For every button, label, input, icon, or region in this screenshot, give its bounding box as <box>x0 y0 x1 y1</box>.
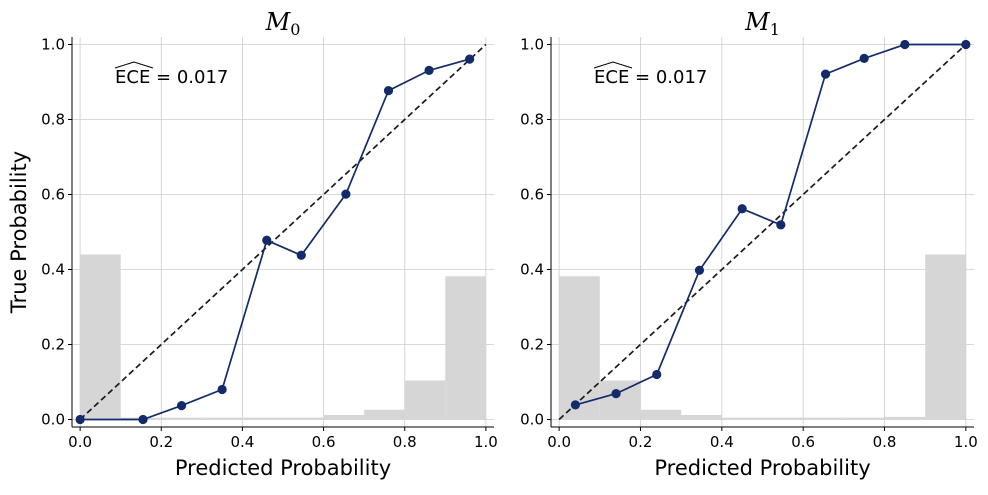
calibration-curve <box>80 58 470 421</box>
histogram-bar <box>843 417 885 420</box>
calibration-point <box>611 389 621 399</box>
ece-hat-accent <box>114 61 154 69</box>
y-tick-label: 0.4 <box>520 261 544 279</box>
x-tick-label: 0.0 <box>68 433 92 451</box>
calibration-point <box>176 401 187 411</box>
x-tick-label: 0.2 <box>629 433 653 451</box>
histogram-bar <box>201 417 243 420</box>
calibration-point <box>652 369 662 380</box>
x-tick-label: 0.6 <box>312 433 336 451</box>
calibration-point <box>341 189 351 199</box>
y-tick-label: 0.4 <box>41 261 65 279</box>
histogram-bar <box>640 409 682 420</box>
x-tick-label: 0.4 <box>230 433 254 451</box>
calibration-point <box>820 69 831 79</box>
x-tick-label: 1.0 <box>474 433 498 451</box>
x-tick-label: 0.4 <box>710 433 734 451</box>
y-tick-label: 0.0 <box>520 411 544 429</box>
calibration-curve <box>575 43 966 406</box>
panel-title: M0 <box>265 8 301 39</box>
histogram-bar <box>721 417 763 420</box>
x-axis-label: Predicted Probability <box>654 456 870 480</box>
calibration-point <box>383 86 394 96</box>
histogram-bar <box>884 416 926 420</box>
histogram-bar <box>599 380 641 420</box>
x-tick-label: 0.0 <box>547 433 571 451</box>
histogram-bar <box>80 254 121 420</box>
histogram-bar <box>283 417 324 420</box>
ece-annotation: ECE = 0.017 <box>115 67 228 88</box>
histogram-bar <box>681 415 722 420</box>
y-tick-label: 0.0 <box>41 411 65 429</box>
calibration-panel-m0: 0.0 0.2 0.4 0.6 0.8 1.0 0.0 0.2 0.4 0.6 0.8 1.0 Pred… <box>41 8 498 480</box>
calibration-point <box>694 265 705 275</box>
perfect-calibration-line <box>79 43 487 421</box>
y-tick-label: 0.2 <box>520 336 544 354</box>
panel-title: M1 <box>744 8 780 39</box>
x-tick-label: 0.8 <box>873 433 897 451</box>
panel-title-main: M <box>744 8 771 36</box>
y-tick-label: 1.0 <box>41 36 65 54</box>
calibration-point <box>75 414 85 425</box>
ece-label: ECE <box>594 67 629 88</box>
perfect-calibration-line <box>558 43 967 421</box>
calibration-point <box>961 39 971 50</box>
histogram-bar <box>925 254 966 420</box>
figure-y-axis-label: True Probability <box>7 151 31 314</box>
panel-title-subscript: 1 <box>770 20 780 39</box>
x-axis-label: Predicted Probability <box>175 456 391 480</box>
ece-value: = 0.017 <box>150 67 228 88</box>
calibration-panel-m1: 0.0 0.2 0.4 0.6 0.8 1.0 0.0 0.2 0.4 0.6 0.8 1.0 Pred… <box>520 8 978 480</box>
x-tick-label: 0.6 <box>791 433 815 451</box>
calibration-point <box>296 250 306 260</box>
calibration-point <box>424 65 434 75</box>
histogram-bar <box>161 417 202 420</box>
histogram-bar <box>404 380 446 420</box>
panel-title-main: M <box>265 8 292 36</box>
histogram-bar <box>323 415 365 420</box>
calibration-point <box>900 39 910 50</box>
histogram-bar <box>762 417 804 420</box>
histogram-bar <box>445 276 486 420</box>
y-tick-label: 0.8 <box>520 111 544 129</box>
y-tick-label: 0.8 <box>41 111 65 129</box>
calibration-point <box>262 235 272 245</box>
calibration-point <box>859 53 869 63</box>
calibration-point <box>570 400 581 410</box>
y-tick-label: 0.6 <box>41 186 65 204</box>
y-tick-label: 0.6 <box>520 186 544 204</box>
calibration-point <box>776 220 786 230</box>
x-tick-label: 0.8 <box>393 433 417 451</box>
y-tick-label: 1.0 <box>520 36 544 54</box>
y-tick-label: 0.2 <box>41 336 65 354</box>
x-tick-label: 0.2 <box>149 433 173 451</box>
histogram-bar <box>364 409 405 420</box>
calibration-point <box>138 414 148 425</box>
ece-value: = 0.017 <box>629 67 707 88</box>
calibration-point <box>737 204 747 214</box>
histogram-bar <box>559 276 600 420</box>
panel-title-subscript: 0 <box>290 20 300 39</box>
ece-annotation: ECE = 0.017 <box>594 67 707 88</box>
ece-hat-accent <box>593 61 633 69</box>
calibration-point <box>465 54 475 64</box>
histogram-bar <box>803 417 844 420</box>
x-tick-label: 1.0 <box>954 433 978 451</box>
calibration-point <box>217 384 227 395</box>
histogram-bar <box>242 417 283 420</box>
ece-label: ECE <box>115 67 150 88</box>
